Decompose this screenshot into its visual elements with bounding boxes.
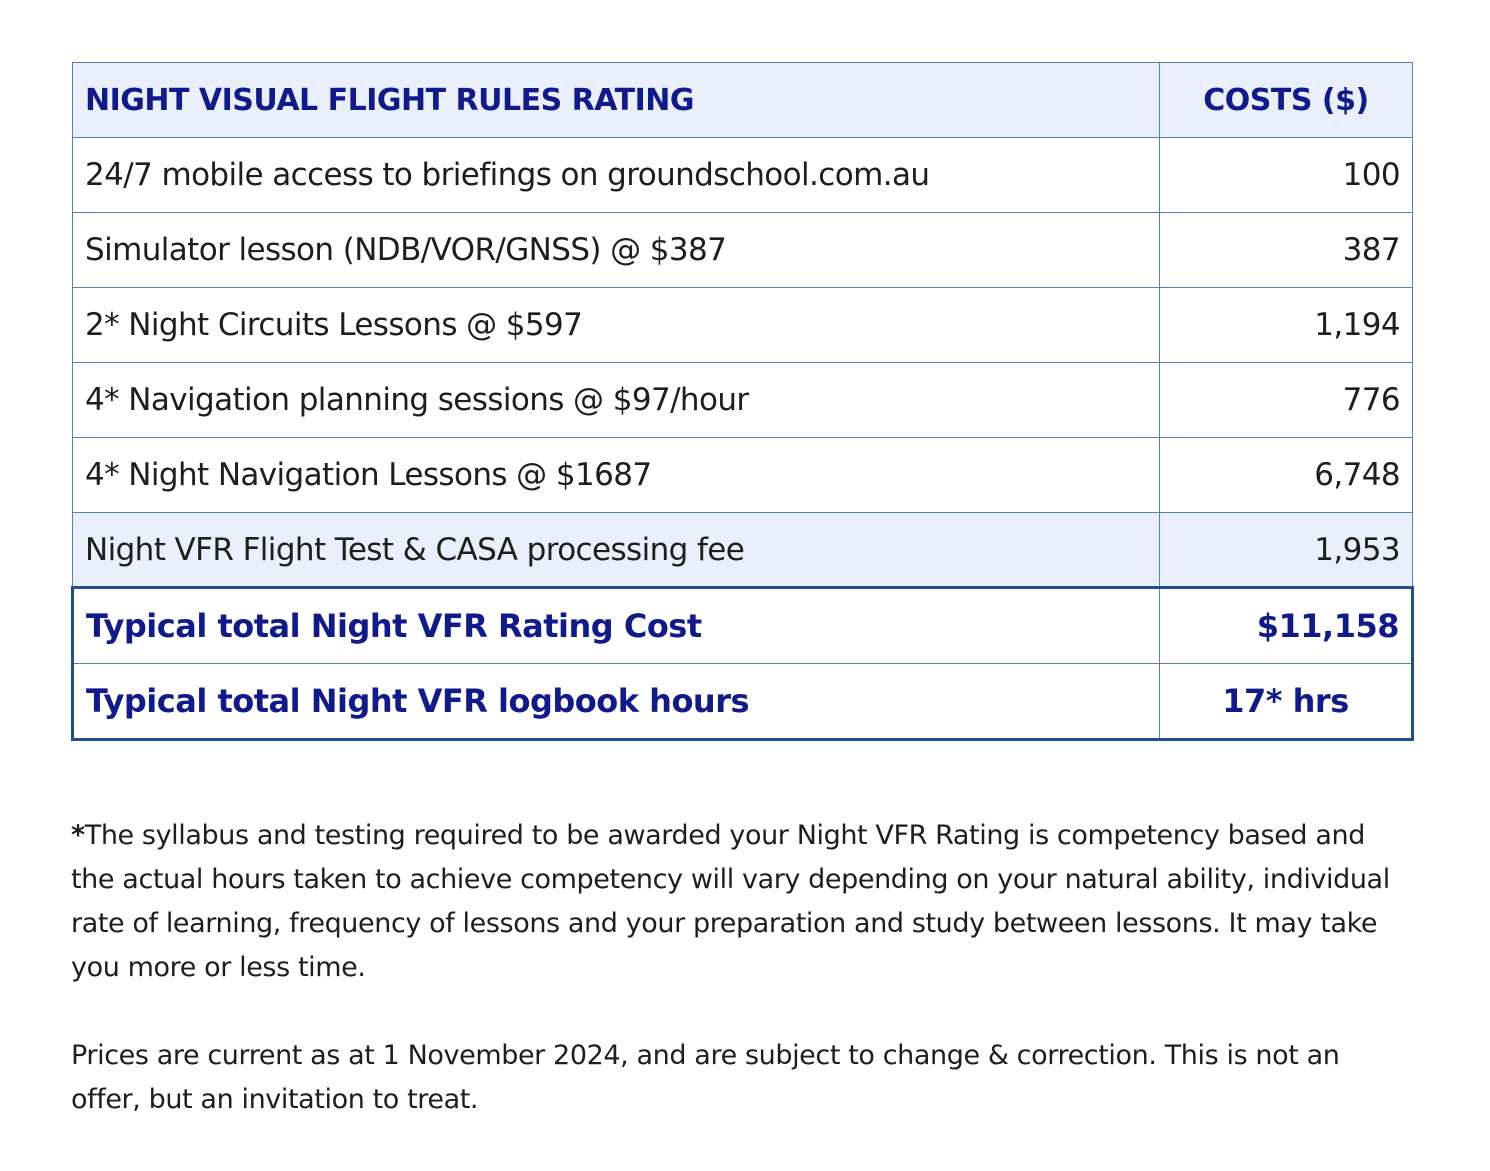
total-cost-row: Typical total Night VFR Rating Cost $11,… [71,586,1414,664]
row-item: 4* Navigation planning sessions @ $97/ho… [72,362,1160,438]
night-vfr-cost-table: NIGHT VISUAL FLIGHT RULES RATING COSTS (… [71,62,1414,741]
total-cost-label: Typical total Night VFR Rating Cost [71,586,1160,664]
row-item: Simulator lesson (NDB/VOR/GNSS) @ $387 [72,212,1160,288]
table-row: Night VFR Flight Test & CASA processing … [72,512,1413,588]
table-header-row: NIGHT VISUAL FLIGHT RULES RATING COSTS (… [72,62,1413,138]
row-cost: 1,194 [1159,287,1413,363]
table-row: 2* Night Circuits Lessons @ $597 1,194 [72,287,1413,363]
row-item: 4* Night Navigation Lessons @ $1687 [72,437,1160,513]
total-cost-value: $11,158 [1159,586,1414,664]
row-cost: 387 [1159,212,1413,288]
row-cost: 1,953 [1159,512,1413,588]
total-hours-label: Typical total Night VFR logbook hours [71,663,1160,741]
header-cost: COSTS ($) [1159,62,1413,138]
syllabus-footnote-text: The syllabus and testing required to be … [71,820,1390,983]
row-cost: 6,748 [1159,437,1413,513]
footnote-asterisk: * [71,820,85,851]
total-hours-value: 17* hrs [1159,663,1414,741]
header-item: NIGHT VISUAL FLIGHT RULES RATING [72,62,1160,138]
syllabus-footnote: *The syllabus and testing required to be… [71,814,1411,990]
row-item: 24/7 mobile access to briefings on groun… [72,137,1160,213]
prices-footnote: Prices are current as at 1 November 2024… [71,1040,1340,1115]
row-cost: 100 [1159,137,1413,213]
table-row: 4* Navigation planning sessions @ $97/ho… [72,362,1413,438]
table-row: 24/7 mobile access to briefings on groun… [72,137,1413,213]
row-item: Night VFR Flight Test & CASA processing … [72,512,1160,588]
row-item: 2* Night Circuits Lessons @ $597 [72,287,1160,363]
table-row: Simulator lesson (NDB/VOR/GNSS) @ $387 3… [72,212,1413,288]
total-hours-row: Typical total Night VFR logbook hours 17… [71,663,1414,741]
row-cost: 776 [1159,362,1413,438]
table-row: 4* Night Navigation Lessons @ $1687 6,74… [72,437,1413,513]
